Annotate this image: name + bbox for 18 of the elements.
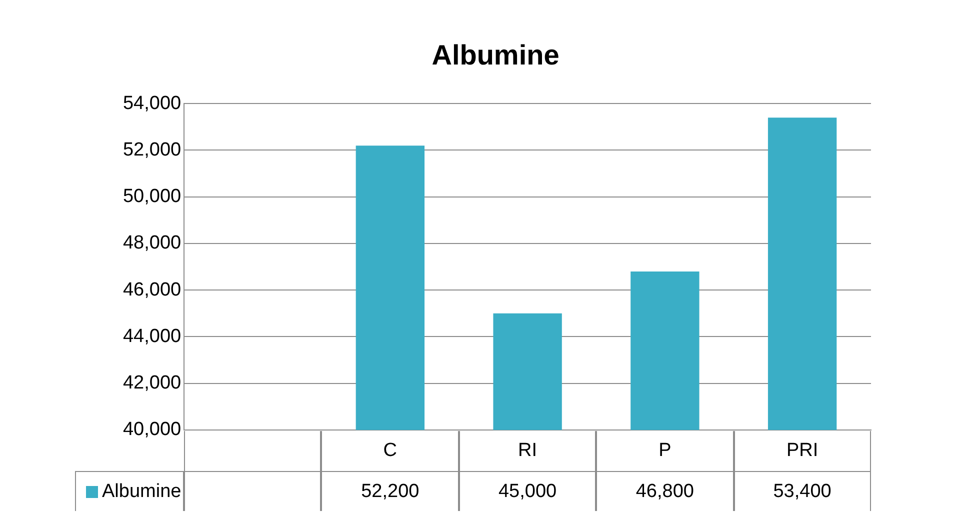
x-tick-label: C — [383, 440, 398, 462]
y-tick-label: 50,000 — [122, 186, 182, 208]
data-label: 45,000 — [498, 480, 557, 502]
y-tick-label: 46,000 — [122, 279, 182, 300]
legend-label: Albumine — [102, 480, 182, 502]
data-label: 46,800 — [636, 480, 694, 502]
chart-title: Albumine — [432, 40, 560, 71]
y-tick-label: 40,000 — [122, 419, 182, 440]
y-tick-label: 52,000 — [122, 139, 182, 160]
x-tick-label: P — [658, 440, 672, 462]
y-tick-label: 44,000 — [122, 326, 182, 347]
x-tick-label: PRI — [786, 440, 818, 462]
data-label: 52,200 — [361, 480, 420, 502]
y-tick-label: 48,000 — [122, 232, 182, 254]
y-tick-label: 54,000 — [122, 92, 182, 114]
data-label: 53,400 — [773, 480, 832, 502]
y-tick-label: 42,000 — [122, 372, 182, 394]
x-tick-label: RI — [518, 440, 538, 462]
